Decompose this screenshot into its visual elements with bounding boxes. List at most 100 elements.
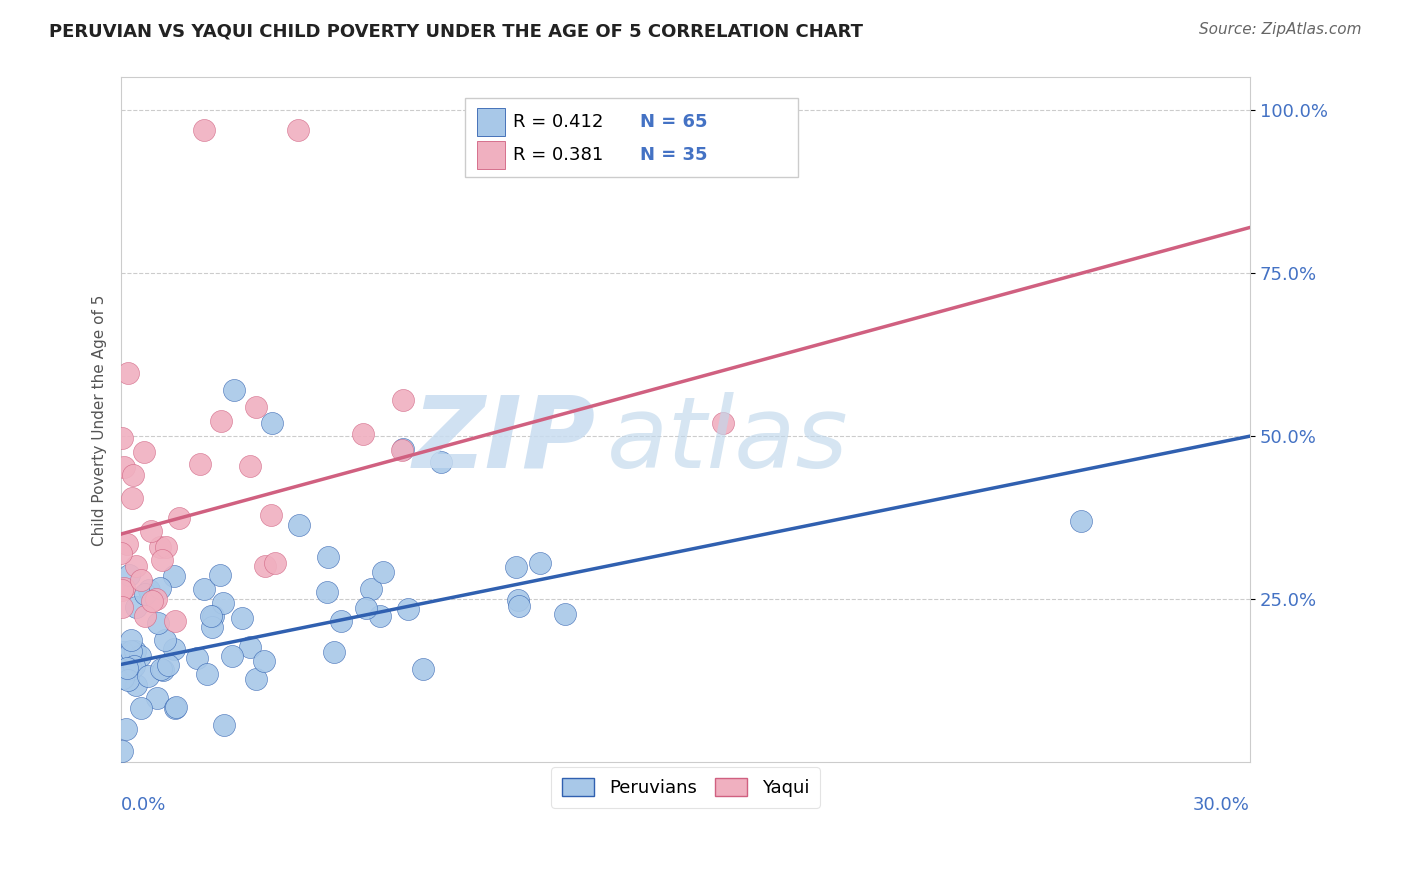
Point (163, 569, 186, 583)
Point (149, 540, 172, 554)
Point (112, 459, 135, 474)
Point (201, 620, 224, 634)
Point (112, 581, 135, 595)
Point (145, 591, 167, 606)
Point (354, 600, 377, 615)
Point (146, 690, 169, 705)
Point (195, 667, 218, 681)
Point (110, 546, 132, 560)
Point (253, 559, 276, 574)
FancyBboxPatch shape (477, 141, 505, 169)
Text: PERUVIAN VS YAQUI CHILD POVERTY UNDER THE AGE OF 5 CORRELATION CHART: PERUVIAN VS YAQUI CHILD POVERTY UNDER TH… (49, 22, 863, 40)
Point (121, 491, 143, 505)
Text: N = 35: N = 35 (641, 145, 709, 164)
Point (163, 641, 186, 656)
FancyBboxPatch shape (465, 98, 799, 177)
Point (209, 567, 232, 582)
Point (201, 609, 224, 624)
Point (111, 583, 134, 598)
Point (392, 442, 415, 457)
Text: 30.0%: 30.0% (1194, 797, 1250, 814)
Legend: Peruvians, Yaqui: Peruvians, Yaqui (551, 767, 820, 808)
Point (111, 744, 134, 758)
Point (554, 607, 576, 621)
Point (120, 661, 142, 675)
Point (152, 663, 174, 677)
Point (209, 414, 232, 428)
Point (149, 662, 172, 676)
Point (129, 573, 152, 587)
Point (211, 596, 233, 610)
Point (391, 442, 413, 457)
Point (373, 565, 395, 579)
Point (124, 644, 146, 658)
Point (149, 581, 172, 595)
Point (117, 673, 139, 687)
Point (368, 608, 391, 623)
Point (138, 583, 160, 598)
Point (165, 614, 187, 628)
Point (136, 669, 159, 683)
Point (165, 701, 187, 715)
Point (239, 459, 262, 474)
Point (120, 632, 142, 647)
Text: 0.0%: 0.0% (121, 797, 166, 814)
Point (165, 700, 187, 714)
Point (221, 648, 243, 663)
Point (200, 608, 222, 623)
Text: R = 0.412: R = 0.412 (513, 113, 603, 131)
Point (506, 592, 529, 607)
Point (260, 508, 283, 523)
Point (167, 511, 190, 525)
Point (711, 416, 734, 430)
FancyBboxPatch shape (477, 108, 505, 136)
Text: atlas: atlas (606, 392, 848, 489)
Point (231, 611, 253, 625)
Point (508, 599, 530, 613)
Point (412, 662, 434, 676)
Point (329, 614, 352, 628)
Point (287, 122, 309, 136)
Point (212, 718, 235, 732)
Point (111, 671, 134, 685)
Point (115, 537, 138, 551)
Point (115, 722, 138, 736)
Text: R = 0.381: R = 0.381 (513, 145, 603, 164)
Point (129, 701, 152, 715)
Point (122, 659, 145, 673)
Point (430, 455, 453, 469)
Point (190, 458, 212, 472)
Point (322, 645, 344, 659)
Point (125, 678, 148, 692)
Point (222, 384, 245, 398)
Point (150, 553, 173, 567)
Point (264, 556, 287, 570)
Text: Source: ZipAtlas.com: Source: ZipAtlas.com (1198, 22, 1361, 37)
Point (253, 655, 276, 669)
Point (128, 648, 150, 663)
Text: N = 65: N = 65 (641, 113, 709, 131)
Y-axis label: Child Poverty Under the Age of 5: Child Poverty Under the Age of 5 (93, 294, 107, 546)
Point (125, 599, 148, 614)
Point (245, 672, 267, 686)
Point (529, 556, 551, 570)
Text: ZIP: ZIP (412, 392, 595, 489)
Point (141, 594, 163, 608)
Point (316, 584, 339, 599)
Point (141, 524, 163, 539)
Point (193, 122, 215, 136)
Point (392, 392, 415, 407)
Point (288, 518, 311, 533)
Point (111, 645, 134, 659)
Point (134, 609, 156, 624)
Point (239, 640, 262, 655)
Point (396, 602, 419, 616)
Point (153, 633, 176, 648)
Point (157, 657, 180, 672)
Point (155, 541, 177, 555)
Point (353, 427, 375, 442)
Point (260, 416, 283, 430)
Point (134, 587, 156, 601)
Point (120, 644, 142, 658)
Point (360, 582, 382, 596)
